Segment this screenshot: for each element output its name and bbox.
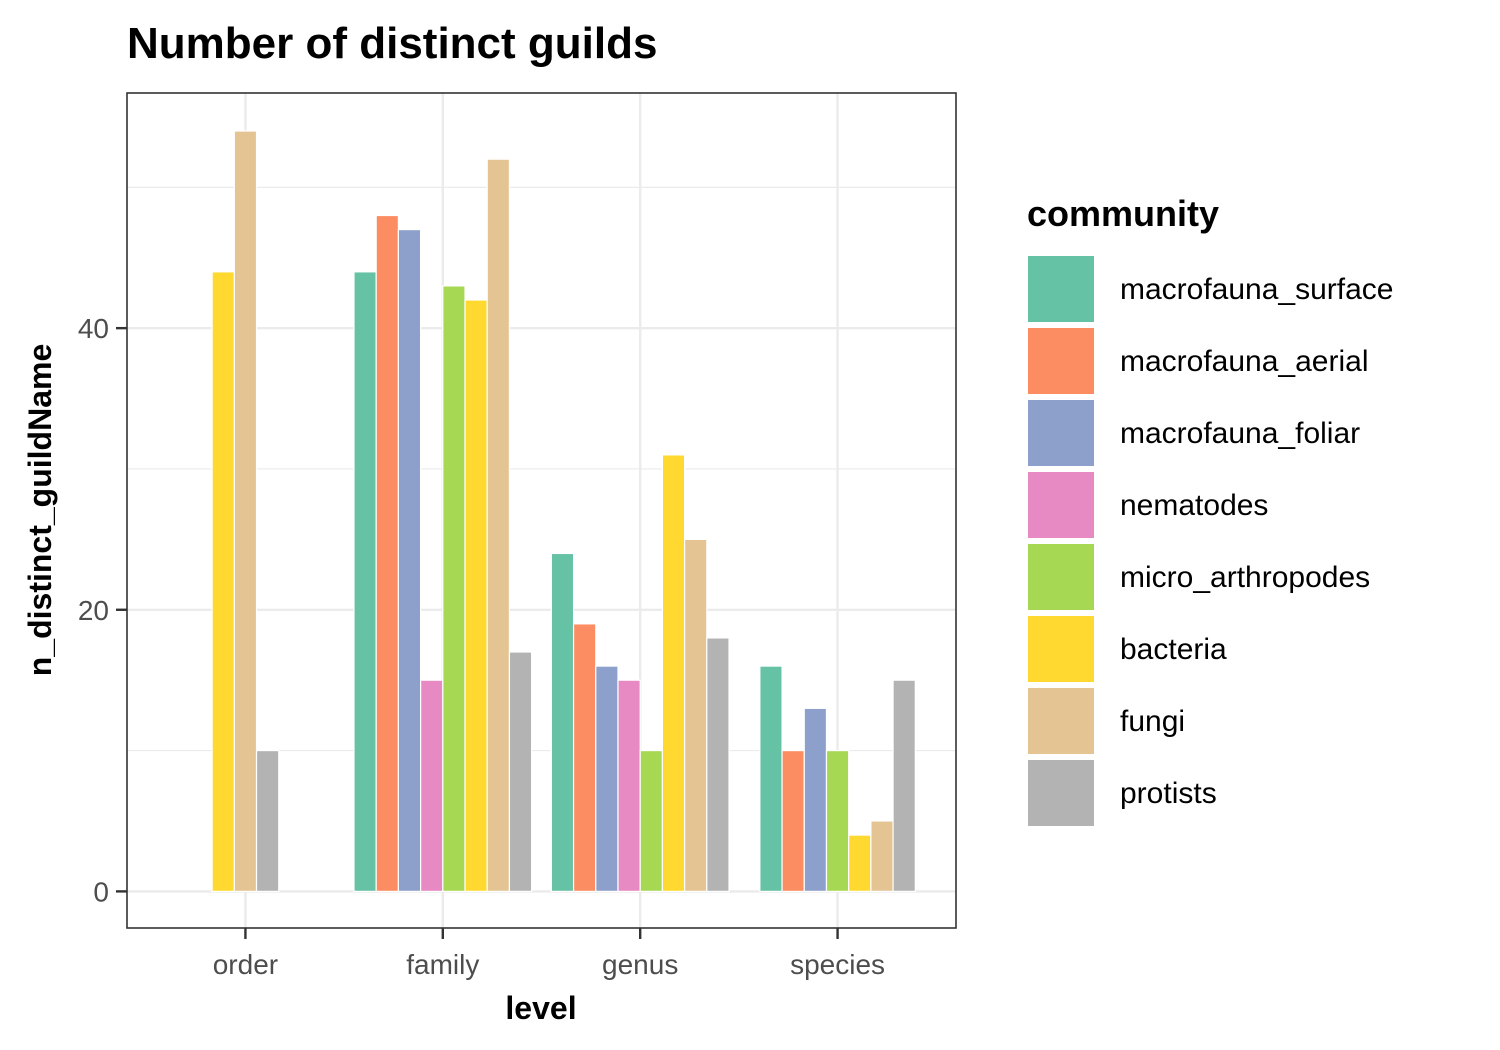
bar-nematodes-genus bbox=[617, 679, 641, 892]
y-tick-label: 40 bbox=[78, 313, 109, 344]
plot-panel bbox=[126, 92, 957, 929]
y-tick-label: 20 bbox=[78, 595, 109, 626]
bar-fungi-species bbox=[870, 820, 894, 892]
x-tick-label-order: order bbox=[213, 949, 278, 980]
legend: community macrofauna_surface macrofauna_a… bbox=[1027, 193, 1394, 826]
legend-key-macrofauna_surface bbox=[1028, 256, 1094, 322]
bar-protists-family bbox=[508, 651, 533, 892]
x-tick-label-species: species bbox=[790, 949, 885, 980]
bar-fungi-genus bbox=[683, 538, 708, 892]
x-tick-label-genus: genus bbox=[602, 949, 678, 980]
legend-key-macrofauna_foliar bbox=[1028, 400, 1094, 466]
bar-micro_arthropodes-species bbox=[825, 749, 850, 892]
legend-items: macrofauna_surface macrofauna_aerialmacro… bbox=[1028, 256, 1394, 826]
bar-macrofauna_surface-genus bbox=[550, 552, 575, 892]
bar-macrofauna_foliar-family bbox=[397, 228, 422, 892]
y-axis: 0 20 40 bbox=[78, 313, 127, 907]
bar-protists-order bbox=[255, 749, 280, 892]
bar-protists-species bbox=[892, 679, 916, 892]
bar-macrofauna_aerial-family bbox=[375, 214, 400, 892]
legend-label-macrofauna_foliar: macrofauna_foliar bbox=[1120, 417, 1360, 450]
legend-key-protists bbox=[1028, 760, 1094, 826]
legend-key-bacteria bbox=[1028, 616, 1094, 682]
bar-fungi-order bbox=[233, 130, 258, 892]
bar-fungi-family bbox=[486, 158, 511, 892]
legend-key-micro_arthropodes bbox=[1028, 544, 1094, 610]
x-axis-title: level bbox=[505, 990, 576, 1026]
bar-macrofauna_surface-family bbox=[353, 271, 377, 892]
y-axis-title: n_distinct_guildName bbox=[22, 344, 58, 677]
legend-key-macrofauna_aerial bbox=[1028, 328, 1094, 394]
panel-border bbox=[126, 92, 957, 929]
x-tick-label-family: family bbox=[406, 949, 479, 980]
legend-label-macrofauna_surface: macrofauna_surface bbox=[1120, 273, 1394, 306]
bar-macrofauna_surface-species bbox=[759, 665, 783, 892]
bar-bacteria-species bbox=[848, 834, 872, 892]
legend-label-bacteria: bacteria bbox=[1120, 633, 1227, 666]
bar-bacteria-family bbox=[464, 299, 488, 892]
legend-label-micro_arthropodes: micro_arthropodes bbox=[1120, 561, 1370, 594]
bar-protists-genus bbox=[706, 637, 730, 892]
bar-macrofauna_aerial-genus bbox=[572, 623, 597, 892]
bar-bacteria-order bbox=[211, 271, 235, 892]
legend-key-fungi bbox=[1028, 688, 1094, 754]
legend-label-nematodes: nematodes bbox=[1120, 489, 1268, 522]
bar-macrofauna_foliar-genus bbox=[595, 665, 619, 892]
bar-micro_arthropodes-family bbox=[442, 285, 466, 892]
bar-nematodes-family bbox=[420, 679, 444, 892]
bar-macrofauna_foliar-species bbox=[803, 707, 828, 892]
x-axis: order family genus species bbox=[213, 928, 885, 980]
bar-micro_arthropodes-genus bbox=[639, 749, 664, 892]
legend-key-nematodes bbox=[1028, 472, 1094, 538]
legend-label-fungi: fungi bbox=[1120, 705, 1185, 738]
bars bbox=[211, 130, 916, 892]
y-tick-label: 0 bbox=[93, 876, 109, 907]
legend-label-macrofauna_aerial: macrofauna_aerial bbox=[1120, 345, 1368, 378]
chart-title: Number of distinct guilds bbox=[127, 19, 657, 68]
bar-bacteria-genus bbox=[661, 454, 686, 892]
bar-macrofauna_aerial-species bbox=[781, 749, 805, 892]
legend-title: community bbox=[1027, 193, 1219, 234]
legend-label-protists: protists bbox=[1120, 777, 1217, 810]
